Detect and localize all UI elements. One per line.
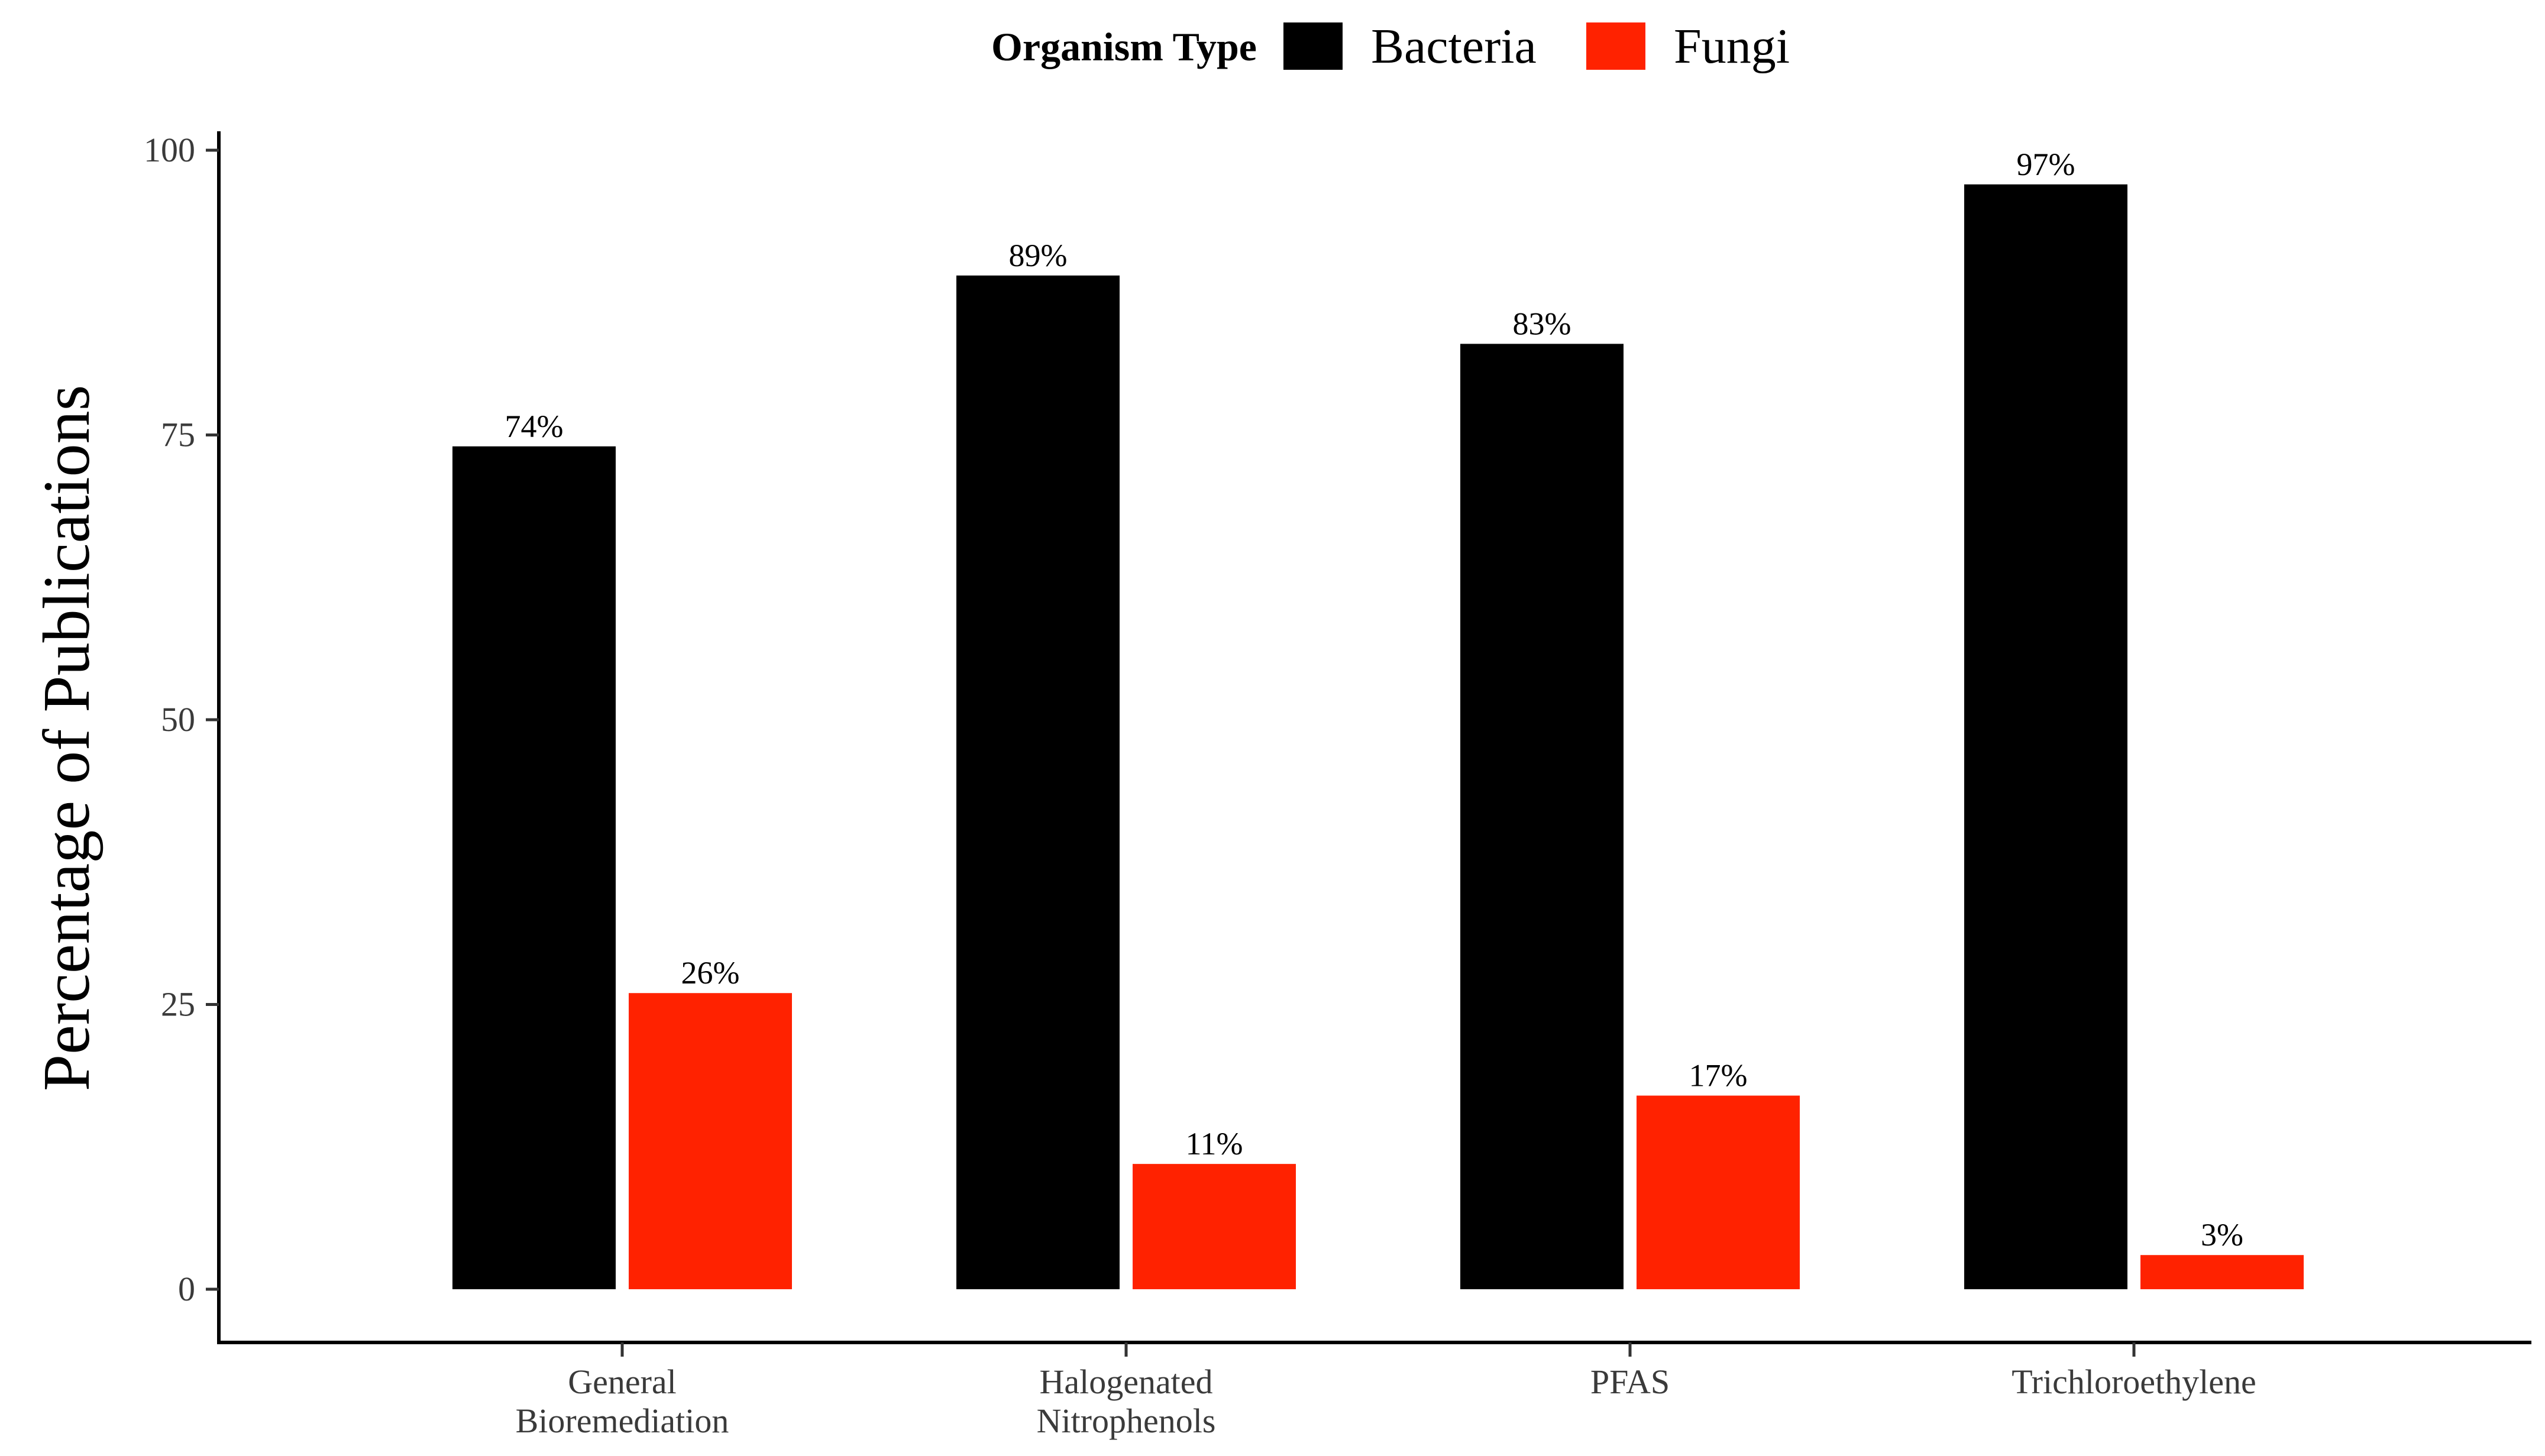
- bar-fungi: [2140, 1255, 2304, 1289]
- y-tick-label: 50: [161, 700, 195, 739]
- legend: Organism Type Bacteria Fungi: [991, 19, 1790, 74]
- data-label: 74%: [505, 409, 564, 444]
- bar-bacteria: [452, 446, 616, 1289]
- x-tick-label: Halogenated Nitrophenols: [1037, 1363, 1216, 1440]
- legend-label-bacteria: Bacteria: [1371, 19, 1537, 74]
- legend-title: Organism Type: [991, 24, 1257, 69]
- bar-bacteria: [1460, 344, 1624, 1290]
- y-axis-title: Percentage of Publications: [30, 385, 104, 1091]
- bar-bacteria: [1964, 184, 2127, 1289]
- data-label: 17%: [1689, 1058, 1748, 1093]
- data-label: 97%: [2017, 147, 2075, 182]
- data-label: 26%: [681, 955, 740, 991]
- bar-fungi: [629, 993, 792, 1289]
- legend-label-fungi: Fungi: [1674, 19, 1790, 74]
- x-tick-label: Trichloroethylene: [2012, 1363, 2256, 1401]
- x-tick-label: PFAS: [1590, 1363, 1670, 1401]
- y-tick-label: 100: [144, 131, 195, 169]
- x-tick-label: General Bioremediation: [516, 1363, 729, 1440]
- data-label: 89%: [1009, 238, 1068, 273]
- y-tick-label: 0: [178, 1270, 195, 1308]
- bar-bacteria: [956, 275, 1120, 1289]
- data-label: 11%: [1186, 1126, 1243, 1161]
- legend-swatch-fungi: [1586, 22, 1645, 70]
- plot-area: 0 25 50 75 100 General Bioremediation 74% 26% Hal…: [144, 131, 2531, 1440]
- data-label: 3%: [2201, 1217, 2243, 1253]
- legend-swatch-bacteria: [1283, 22, 1343, 70]
- y-tick-label: 75: [161, 416, 195, 454]
- bar-fungi: [1637, 1095, 1800, 1289]
- data-label: 83%: [1513, 306, 1571, 341]
- bar-fungi: [1133, 1164, 1296, 1289]
- y-tick-label: 25: [161, 985, 195, 1024]
